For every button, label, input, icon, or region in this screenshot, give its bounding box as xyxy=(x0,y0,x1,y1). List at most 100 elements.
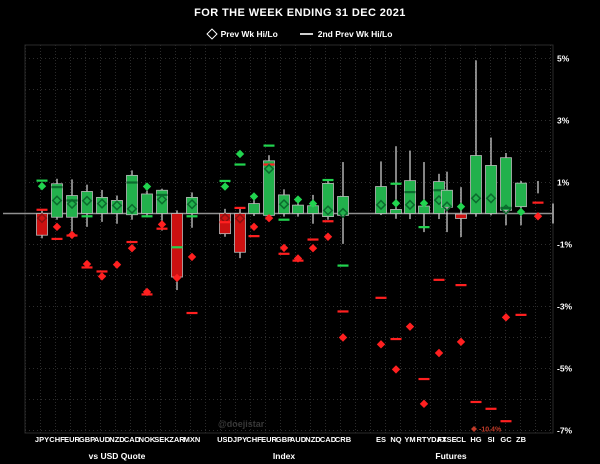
mark-dash-DAX xyxy=(433,278,445,281)
x-axis-symbol-label: YM xyxy=(404,435,415,444)
mark-dash-CL xyxy=(455,284,467,287)
mark-dash-NQ xyxy=(390,182,402,185)
mark-dash-CHF xyxy=(51,237,63,241)
mark-dash-CHF xyxy=(248,235,260,238)
group-label: vs USD Quote xyxy=(89,451,146,461)
legend-item-prev-wk: Prev Wk Hi/Lo xyxy=(205,28,278,40)
mark-diamond-NZD xyxy=(308,244,318,253)
mark-dash-GBP xyxy=(278,218,290,221)
mark-diamond-CL xyxy=(456,337,466,347)
y-axis-tick-label: 3% xyxy=(557,116,570,126)
legend-item-2nd-prev-wk: 2nd Prev Wk Hi/Lo xyxy=(299,29,393,39)
mark-diamond-SI xyxy=(485,193,497,204)
y-axis-tick-label: -7% xyxy=(557,426,573,436)
mark-diamond-ES xyxy=(375,199,387,211)
mark-diamond-GBP xyxy=(279,243,289,253)
x-axis-symbol-label: AUD xyxy=(94,435,111,444)
x-axis-symbol-label: NZD xyxy=(109,435,125,444)
y-axis-tick-label: 1% xyxy=(557,178,570,188)
mark-dash-ZAR xyxy=(171,246,183,249)
mark-diamond-YM xyxy=(405,322,415,331)
mark-diamond-GC xyxy=(501,313,511,322)
candle-CRB xyxy=(337,196,349,216)
mark-diamond-JPY xyxy=(234,213,246,224)
candle-GBP xyxy=(81,191,93,214)
candle-GC xyxy=(500,157,512,211)
x-axis-symbol-label: CAD xyxy=(320,435,337,444)
candle-YM xyxy=(404,180,416,214)
y-axis-tick-label: -1% xyxy=(557,240,573,250)
x-axis-symbol-label: GC xyxy=(500,435,512,444)
mark-dash-JPY xyxy=(234,163,246,166)
mark-diamond-NZD xyxy=(308,199,318,208)
candle-NOK xyxy=(141,193,153,214)
mark-dash-NOK xyxy=(141,215,153,218)
x-axis-symbol-label: ZB xyxy=(516,435,527,444)
mark-dash-CAD xyxy=(126,240,138,244)
candle-CAD xyxy=(322,183,334,217)
mark-dash-USD xyxy=(219,221,231,224)
mark-diamond-YM xyxy=(404,199,416,211)
chart-legend: Prev Wk Hi/Lo 2nd Prev Wk Hi/Lo xyxy=(0,27,600,41)
mark-diamond-extra xyxy=(533,212,543,221)
mark-dash-DAX xyxy=(433,189,445,192)
x-axis-symbol-label: NQ xyxy=(390,435,401,444)
mark-diamond-AUD xyxy=(96,198,108,209)
x-axis-symbol-label: NZD xyxy=(305,435,321,444)
mark-dash-JPY xyxy=(36,208,48,211)
mark-diamond-SEK xyxy=(156,194,168,205)
mark-diamond-RTY xyxy=(419,399,429,409)
x-axis-symbol-label: FTSE xyxy=(437,435,456,444)
mark-dash-HG xyxy=(470,400,482,404)
mark-dash-ZB xyxy=(515,313,527,316)
candle-SI xyxy=(485,165,497,214)
mark-diamond-JPY xyxy=(36,212,48,224)
candle-CL xyxy=(455,213,467,219)
y-axis-tick-label: 5% xyxy=(557,54,570,64)
mark-diamond-EUR xyxy=(263,163,275,175)
legend-label-2nd-prev-wk: 2nd Prev Wk Hi/Lo xyxy=(317,29,393,39)
mark-diamond-NQ xyxy=(391,199,401,208)
x-axis-symbol-label: MXN xyxy=(184,435,201,444)
x-axis-symbol-label: SI xyxy=(487,435,494,444)
mark-diamond-JPY xyxy=(37,182,47,191)
mark-dash-YM xyxy=(404,191,416,194)
candle-NQ xyxy=(390,209,402,214)
mark-dash-CAD xyxy=(322,178,334,182)
mark-diamond-RTY xyxy=(419,199,429,208)
y-axis-tick-label: -3% xyxy=(557,302,573,312)
mark-dash-USD xyxy=(219,179,231,183)
watermark: @doejistar xyxy=(218,419,265,429)
mark-diamond-JPY xyxy=(235,149,245,159)
mark-dash-JPY xyxy=(234,206,246,210)
x-axis-symbol-label: USD xyxy=(217,435,233,444)
plot-frame xyxy=(24,44,554,434)
candle-EUR xyxy=(66,195,78,218)
mark-dash-EUR xyxy=(66,234,78,237)
mark-dash-CRB xyxy=(337,310,349,313)
mark-diamond-SEK xyxy=(157,220,167,229)
x-axis-symbol-label: CRB xyxy=(335,435,352,444)
y-axis-tick-label: -5% xyxy=(557,364,573,374)
mark-diamond-ES xyxy=(376,340,386,349)
x-axis-symbol-label: CAD xyxy=(124,435,141,444)
mark-diamond-NOK xyxy=(142,182,152,191)
mark-diamond-GBP xyxy=(82,259,92,269)
mark-dash-JPY xyxy=(36,179,48,182)
mark-dash-RTY xyxy=(418,226,430,229)
group-label: Futures xyxy=(435,451,466,461)
mark-diamond-MXN xyxy=(186,198,198,210)
mark-diamond-NZD xyxy=(112,260,122,269)
x-axis-symbol-label: EUR xyxy=(64,435,80,444)
candle-MXN xyxy=(186,196,198,214)
mark-diamond-GBP xyxy=(81,195,93,207)
mark-diamond-NOK xyxy=(142,287,152,297)
mark-diamond-FTSE xyxy=(441,201,453,212)
x-axis-symbol-label: JPY xyxy=(233,435,247,444)
mark-dash-AUD xyxy=(96,270,108,273)
candle-SEK xyxy=(156,189,168,214)
mark-diamond-CL xyxy=(456,202,466,211)
candle-USD xyxy=(219,213,231,235)
mark-diamond-CHF xyxy=(51,195,63,206)
mark-dash-CAD xyxy=(322,220,334,223)
